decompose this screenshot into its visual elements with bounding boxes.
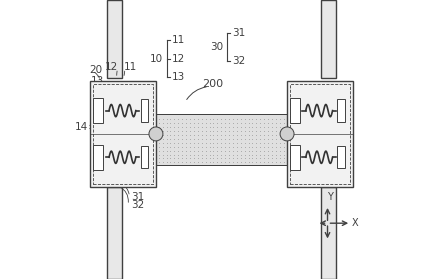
Text: 11: 11 [172,35,185,45]
Bar [93,145,103,170]
Bar [287,81,353,187]
Bar [337,146,345,169]
Bar [145,114,299,165]
Bar [107,0,122,78]
Text: 20: 20 [89,65,102,75]
Circle shape [280,127,294,141]
Text: 13: 13 [172,72,185,82]
Bar [140,146,148,169]
Text: 32: 32 [232,56,245,66]
Bar [90,81,156,187]
Text: 12: 12 [105,62,118,72]
Bar [321,0,336,78]
Text: 11: 11 [124,62,137,72]
Bar [321,187,336,279]
Bar [140,99,148,122]
Text: 10: 10 [150,54,163,64]
Bar [290,145,299,170]
Text: 31: 31 [131,192,144,202]
Bar [93,98,103,123]
Text: 13: 13 [90,76,104,86]
Text: X: X [352,218,359,228]
Text: 12: 12 [172,54,185,64]
Bar [290,84,350,184]
Text: Y: Y [327,192,333,202]
Text: 30: 30 [210,42,223,52]
Text: 31: 31 [232,28,245,39]
Text: 32: 32 [131,200,144,210]
Text: 200: 200 [202,79,224,89]
Circle shape [149,127,163,141]
Bar [93,84,153,184]
Bar [290,98,299,123]
Bar [337,99,345,122]
Bar [107,187,122,279]
Text: 14: 14 [75,122,88,132]
